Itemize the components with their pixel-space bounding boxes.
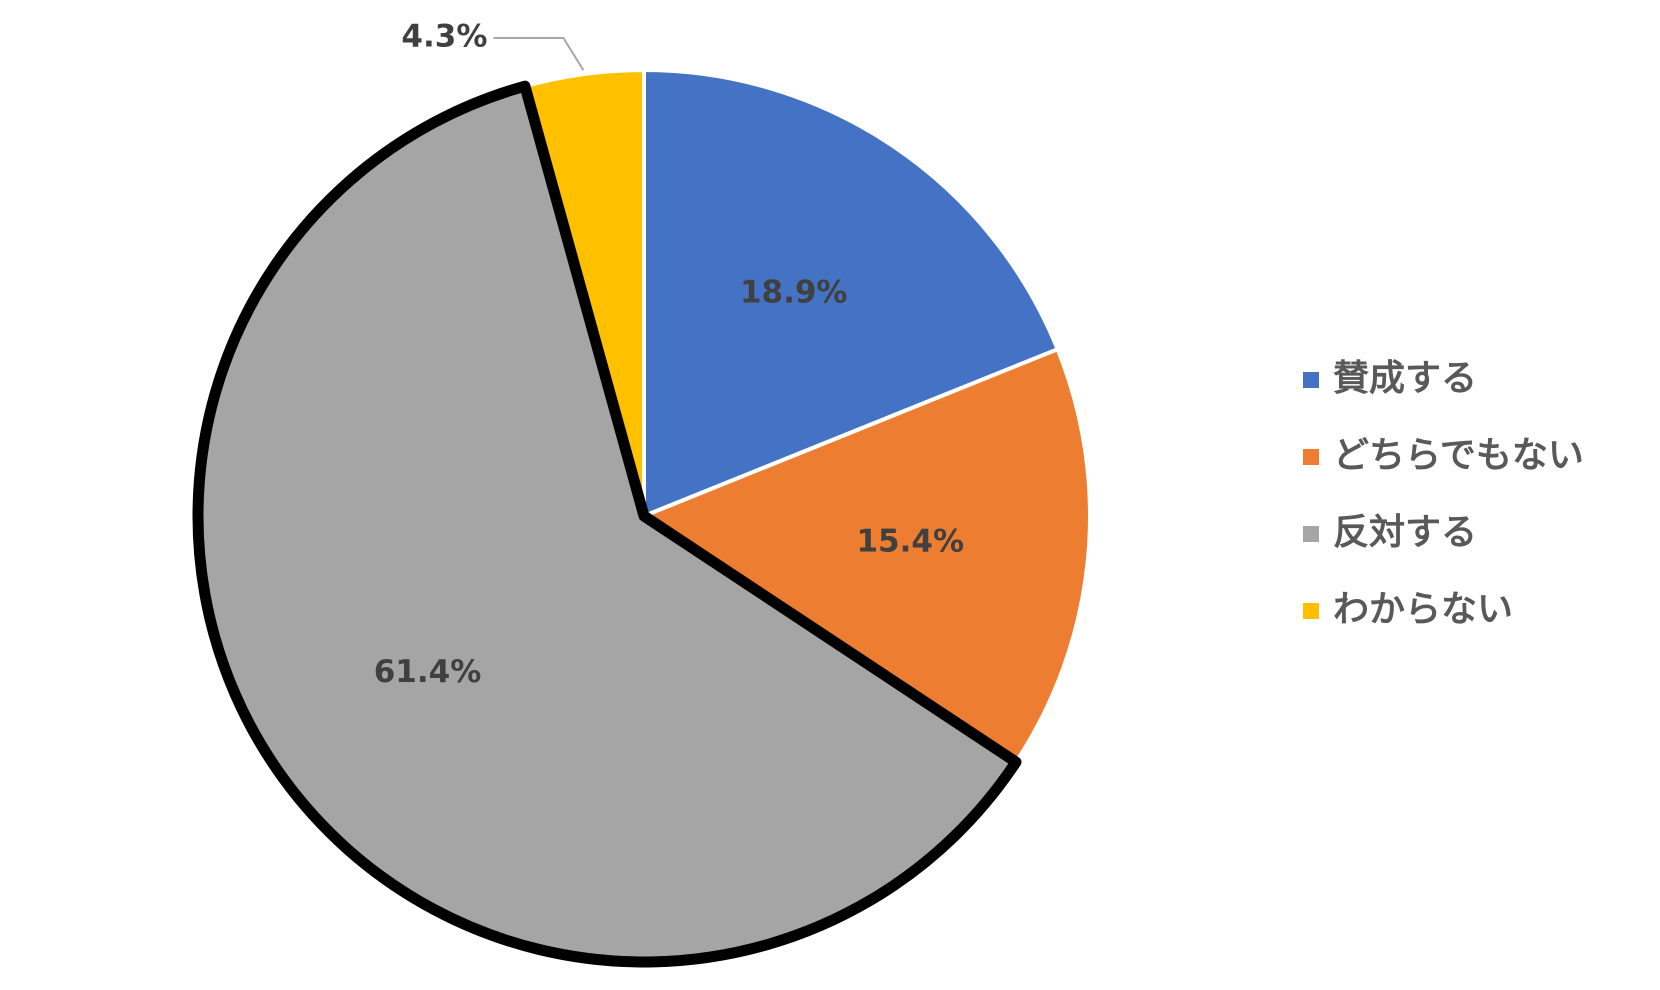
pie-slice (192, 80, 1022, 968)
pie-slice (642, 68, 1060, 518)
pie-slice (642, 347, 1092, 765)
value-label: 61.4% (374, 654, 482, 690)
legend-swatch (1303, 603, 1319, 619)
legend-label: 賛成する (1333, 358, 1477, 399)
value-label: 15.4% (856, 523, 964, 559)
legend-label: 反対する (1333, 512, 1477, 553)
legend-label: どちらでもない (1333, 435, 1584, 476)
legend-swatch (1303, 526, 1319, 542)
legend-swatch (1303, 449, 1319, 465)
legend-swatch (1303, 372, 1319, 388)
leader-line (493, 37, 585, 71)
value-label: 18.9% (740, 275, 848, 311)
value-label: 4.3% (401, 19, 487, 55)
legend-label: わからない (1333, 589, 1513, 630)
